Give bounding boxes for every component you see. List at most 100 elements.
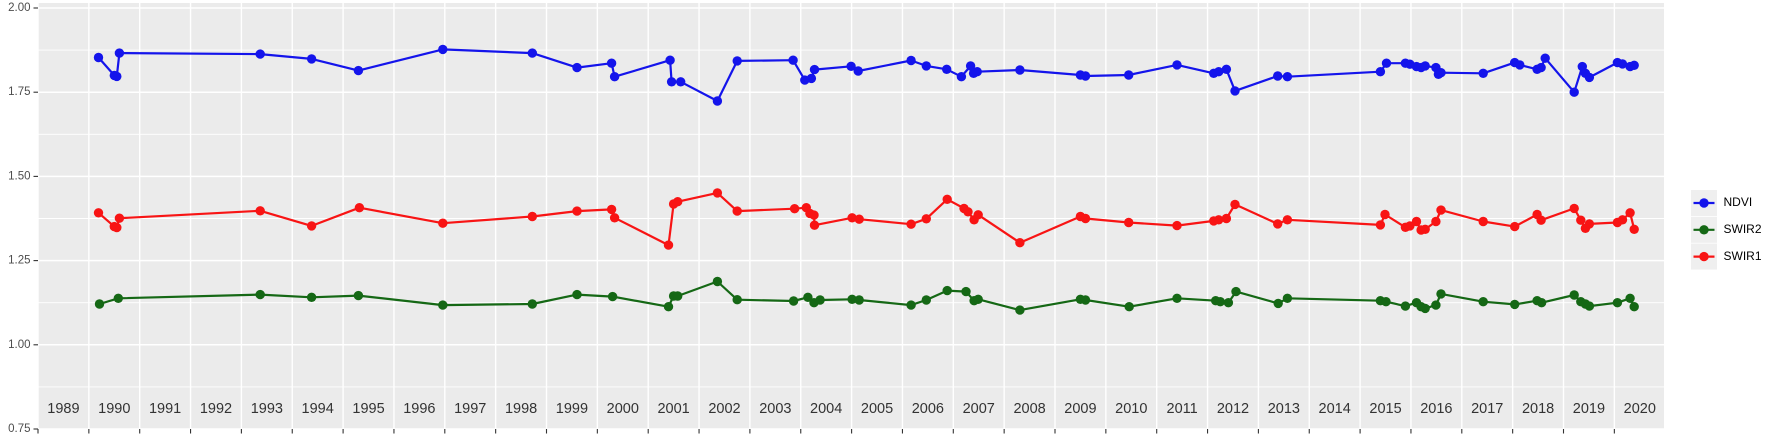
swir1-data-point xyxy=(1214,215,1224,225)
y-tick-label: 2.00 xyxy=(8,2,30,14)
ndvi-data-point xyxy=(114,48,125,58)
ndvi-data-point xyxy=(1478,68,1488,79)
ndvi-data-point xyxy=(606,58,617,68)
x-tick-label-2002: 2002 xyxy=(708,401,740,417)
swir2-data-point xyxy=(527,299,537,309)
ndvi-data-point xyxy=(788,55,798,65)
ndvi-data-point xyxy=(1569,87,1579,97)
x-tick-label-2011: 2011 xyxy=(1167,401,1198,417)
swir2-data-point xyxy=(1381,297,1391,307)
swir2-data-point xyxy=(673,291,683,301)
ndvi-data-point xyxy=(1381,58,1392,68)
swir1-data-point xyxy=(1273,219,1283,229)
ndvi-data-point xyxy=(1436,68,1446,78)
swir2-data-point xyxy=(961,286,971,297)
y-tick-label: 1.50 xyxy=(8,170,30,182)
x-tick-label-2004: 2004 xyxy=(810,401,842,417)
swir2-data-point xyxy=(815,295,825,305)
swir2-data-point xyxy=(572,289,582,300)
swir2-data-point xyxy=(438,300,448,310)
swir2-data-point xyxy=(1400,301,1411,311)
ndvi-data-point xyxy=(906,55,916,66)
x-tick-label-2017: 2017 xyxy=(1471,401,1503,417)
swir1-data-point xyxy=(663,240,674,250)
x-tick-label-2020: 2020 xyxy=(1624,401,1656,417)
x-tick-label-2013: 2013 xyxy=(1268,401,1300,417)
ndvi-data-point xyxy=(1282,72,1293,82)
ndvi-data-point xyxy=(676,77,686,87)
swir2-data-point xyxy=(906,300,916,310)
ndvi-data-point xyxy=(93,52,104,63)
ndvi-data-point xyxy=(1124,70,1134,80)
x-tick-label-2005: 2005 xyxy=(861,401,893,417)
swir2-data-point xyxy=(788,296,799,306)
x-tick-label-1989: 1989 xyxy=(47,401,79,417)
swir2-data-point xyxy=(1569,290,1579,300)
ndvi-data-point xyxy=(921,61,931,71)
legend-label-SWIR2: SWIR2 xyxy=(1724,222,1762,236)
swir1-data-point xyxy=(906,219,916,229)
swir1-data-point xyxy=(1221,213,1232,224)
x-tick-label-2003: 2003 xyxy=(759,401,791,417)
x-tick-label-2016: 2016 xyxy=(1420,401,1452,417)
swir1-data-point xyxy=(112,222,122,233)
x-tick-label-1990: 1990 xyxy=(98,401,130,417)
ndvi-data-point xyxy=(965,61,976,71)
swir1-data-point xyxy=(1282,215,1293,225)
swir1-data-point xyxy=(1230,199,1240,210)
swir2-data-point xyxy=(1215,297,1226,307)
swir1-data-point xyxy=(809,220,820,230)
swir2-data-point xyxy=(353,290,364,301)
x-tick-label-2001: 2001 xyxy=(657,401,689,417)
x-tick-label-1995: 1995 xyxy=(352,401,384,417)
x-tick-label-1993: 1993 xyxy=(251,401,283,417)
swir1-data-point xyxy=(1124,217,1134,228)
x-tick-label-1991: 1991 xyxy=(149,401,181,417)
x-tick-label-1994: 1994 xyxy=(302,401,334,417)
x-tick-label-2018: 2018 xyxy=(1522,401,1554,417)
swir1-data-point xyxy=(609,213,620,223)
ndvi-data-point xyxy=(853,66,863,76)
swir1-data-point xyxy=(1625,208,1635,218)
ndvi-data-point xyxy=(1172,60,1182,70)
x-tick-label-2006: 2006 xyxy=(912,401,944,417)
legend-label-SWIR1: SWIR1 xyxy=(1724,249,1762,263)
swir2-data-point xyxy=(113,293,124,303)
swir2-data-point xyxy=(854,295,864,305)
swir1-data-point xyxy=(255,206,265,216)
x-tick-label-2008: 2008 xyxy=(1013,401,1045,417)
legend-entry-NDVI: NDVI xyxy=(1691,190,1752,216)
swir2-data-point xyxy=(1080,295,1091,305)
ndvi-data-point xyxy=(1221,64,1232,75)
legend-key-point xyxy=(1699,225,1709,235)
swir2-data-point xyxy=(1124,302,1134,312)
swir2-data-point xyxy=(1273,298,1283,309)
legend-key-point xyxy=(1699,251,1709,262)
ndvi-data-point xyxy=(1536,62,1546,73)
swir2-data-point xyxy=(607,291,618,302)
swir1-data-point xyxy=(438,218,448,228)
swir1-data-point xyxy=(1436,205,1446,215)
ndvi-data-point xyxy=(527,48,537,58)
swir1-data-point xyxy=(572,206,582,216)
swir1-data-point xyxy=(847,213,857,223)
ndvi-data-point xyxy=(942,64,952,75)
swir2-data-point xyxy=(1231,286,1241,297)
ndvi-data-point xyxy=(809,64,820,75)
swir2-data-point xyxy=(712,276,723,287)
ndvi-data-point xyxy=(666,77,677,87)
swir1-data-point xyxy=(789,204,800,214)
swir1-data-point xyxy=(1617,215,1628,225)
ndvi-data-point xyxy=(972,67,982,77)
swir1-data-point xyxy=(1431,216,1441,227)
swir1-data-point xyxy=(1172,220,1182,231)
swir1-data-point xyxy=(942,194,952,204)
swir1-data-point xyxy=(1510,221,1520,232)
swir2-data-point xyxy=(1612,298,1623,308)
ndvi-data-point xyxy=(1230,86,1240,96)
ndvi-data-point xyxy=(306,54,317,64)
swir1-data-point xyxy=(712,188,723,198)
ndvi-data-point xyxy=(1617,59,1628,69)
swir1-data-point xyxy=(93,208,104,218)
